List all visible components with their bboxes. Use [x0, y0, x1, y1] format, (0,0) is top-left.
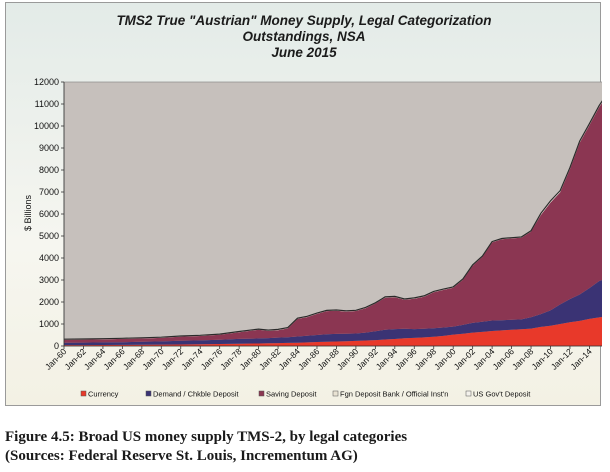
caption-line-2: (Sources: Federal Reserve St. Louis, Inc…	[5, 448, 358, 464]
legend-swatch	[332, 390, 339, 397]
stack-top-outline	[63, 100, 602, 340]
chart-title-line-1: TMS2 True "Austrian" Money Supply, Legal…	[116, 13, 491, 28]
legend-swatch	[258, 390, 265, 397]
y-tick-label: 8000	[39, 165, 59, 175]
y-tick-label: 12000	[34, 77, 59, 87]
y-tick-label: 7000	[39, 187, 59, 197]
chart: TMS2 True "Austrian" Money Supply, Legal…	[23, 13, 602, 399]
chart-title-line-3: June 2015	[271, 45, 337, 60]
caption-line-1: Figure 4.5: Broad US money supply TMS-2,…	[5, 429, 408, 445]
legend-label: Saving Deposit	[266, 390, 317, 399]
y-tick-label: 3000	[39, 275, 59, 285]
y-tick-label: 6000	[39, 209, 59, 219]
y-tick-label: 9000	[39, 143, 59, 153]
legend-swatch	[465, 390, 472, 397]
series-area-1	[64, 280, 602, 346]
y-tick-label: 2000	[39, 297, 59, 307]
legend-label: US Gov't Deposit	[473, 390, 531, 399]
figure-caption: Figure 4.5: Broad US money supply TMS-2,…	[5, 428, 605, 466]
chart-title-line-2: Outstandings, NSA	[242, 29, 365, 44]
chart-frame: TMS2 True "Austrian" Money Supply, Legal…	[5, 2, 602, 406]
legend-label: Fgn Deposit Bank / Official Inst'n	[340, 390, 448, 399]
y-tick-label: 1000	[39, 319, 59, 329]
y-tick-label: 11000	[35, 99, 59, 109]
y-tick-label: 5000	[39, 231, 59, 241]
series-area-0	[64, 316, 602, 346]
y-tick-label: 10000	[34, 121, 59, 131]
y-tick-label: 0	[54, 341, 59, 351]
legend-swatch	[80, 390, 87, 397]
y-tick-label: 4000	[39, 253, 59, 263]
series-area-2	[64, 102, 602, 343]
legend-label: Demand / Chkble Deposit	[153, 390, 239, 399]
legend-label: Currency	[88, 390, 119, 399]
legend-swatch	[145, 390, 152, 397]
x-tick-label: Jan-14	[568, 346, 594, 372]
y-axis-label: $ Billions	[23, 194, 33, 231]
